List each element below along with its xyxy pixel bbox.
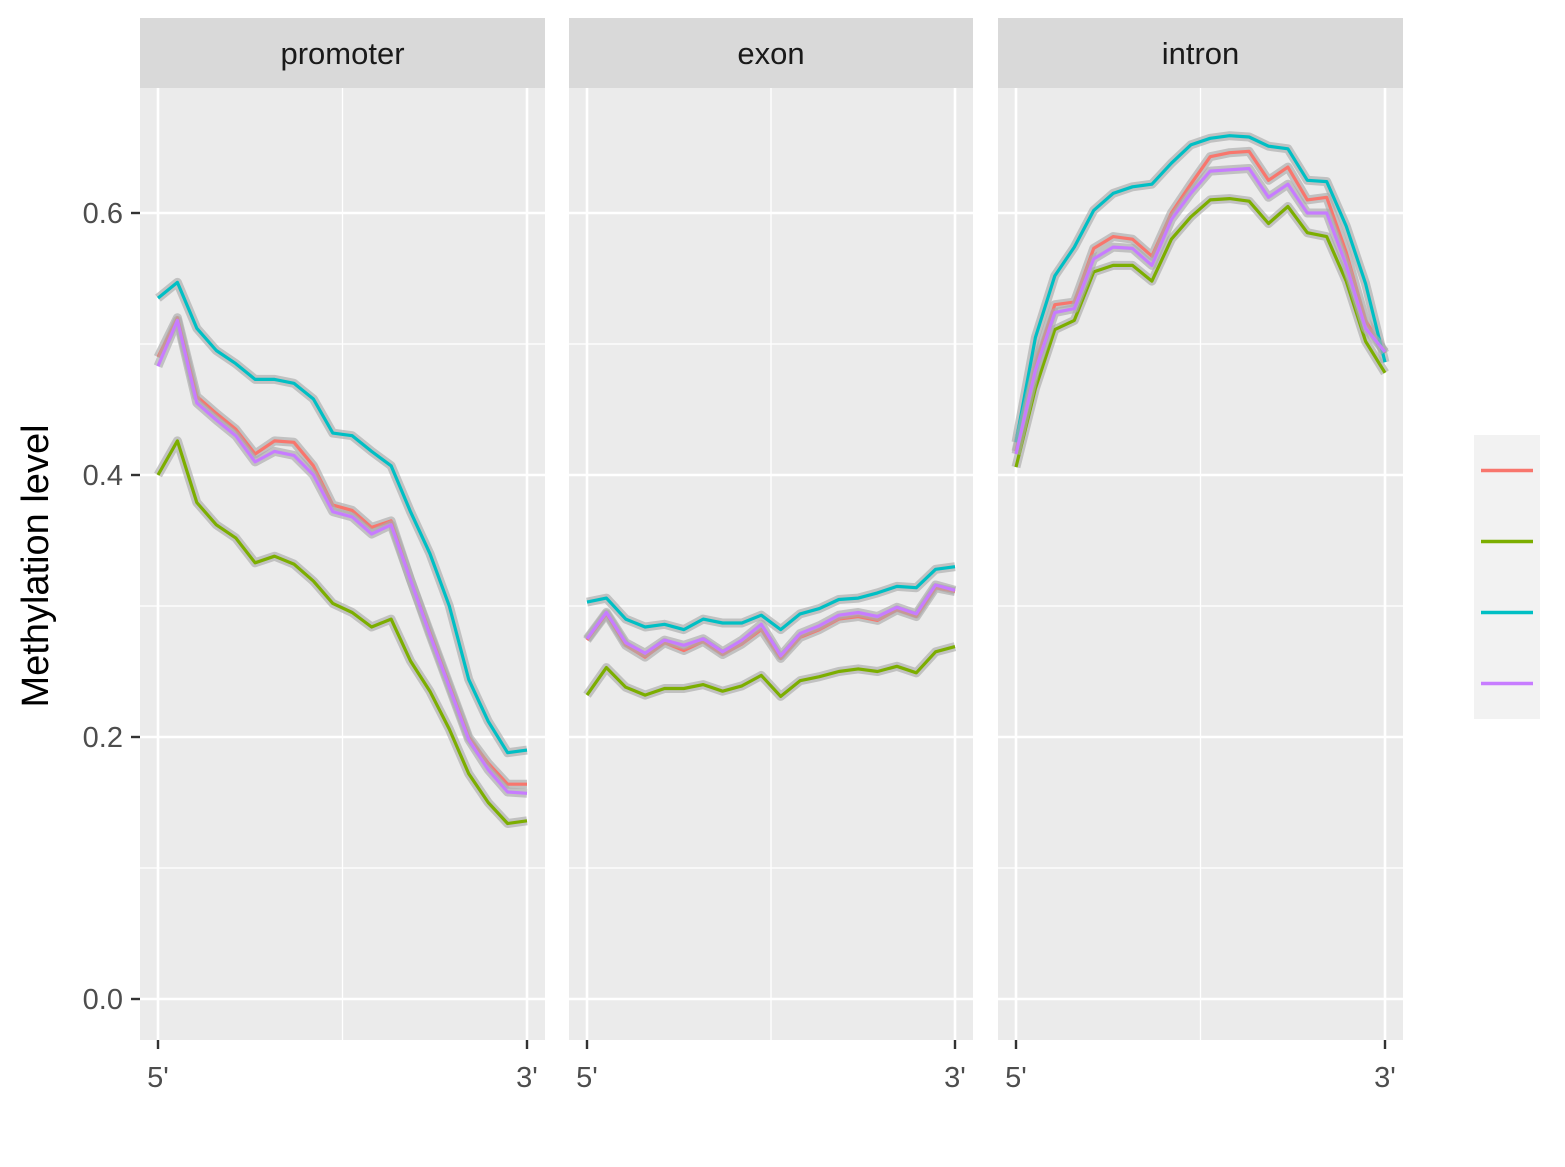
legend-key-2	[1474, 506, 1540, 577]
series-line	[585, 583, 956, 658]
series-line	[156, 280, 528, 755]
x-tick-label: 5'	[576, 1062, 598, 1094]
series-line	[1014, 197, 1387, 468]
y-tick-label: 0.4	[83, 460, 123, 492]
y-tick-label: 0.2	[83, 722, 123, 754]
x-axes: 5' 3' 5' 3' 5' 3'	[147, 1040, 1396, 1094]
x-axis-exon: 5' 3'	[576, 1040, 966, 1094]
series-line	[156, 318, 528, 795]
series-4	[1011, 164, 1389, 456]
series-2	[1011, 194, 1389, 469]
legend-key-1	[1474, 435, 1540, 506]
legend-key-3	[1474, 577, 1540, 648]
facet-strip	[998, 18, 1403, 88]
facet-strip	[569, 18, 973, 88]
series-3	[155, 277, 528, 758]
y-axis-title: Methylation level	[15, 424, 57, 707]
series-line	[586, 565, 956, 632]
series-line	[1014, 134, 1387, 443]
x-tick-label: 5'	[147, 1062, 169, 1094]
panels: promoter exon intron	[140, 18, 1403, 1040]
panel-promoter: promoter	[140, 18, 545, 1040]
y-axis: 0.0 0.2 0.4 0.6	[83, 198, 140, 1016]
gridlines	[569, 88, 973, 1040]
x-axis-intron: 5' 3'	[1005, 1040, 1396, 1094]
legend	[1474, 435, 1540, 719]
series-2	[583, 642, 957, 701]
x-tick-label: 5'	[1005, 1062, 1027, 1094]
facet-label: exon	[737, 36, 804, 71]
x-tick-label: 3'	[944, 1062, 966, 1094]
gridlines	[140, 88, 545, 1040]
facet-label: promoter	[280, 36, 404, 71]
x-axis-promoter: 5' 3'	[147, 1040, 538, 1094]
panel-intron: intron	[998, 18, 1403, 1040]
facet-strip	[140, 18, 545, 88]
facet-label: intron	[1162, 36, 1240, 71]
series-4	[153, 315, 528, 798]
y-tick-label: 0.0	[83, 984, 123, 1016]
series-line	[1014, 166, 1387, 455]
panel-exon: exon	[569, 18, 973, 1040]
series-3	[586, 562, 956, 635]
series-4	[583, 580, 957, 661]
series-2	[154, 436, 528, 828]
series-line	[156, 439, 528, 826]
series-line	[585, 645, 956, 699]
series-3	[1011, 131, 1390, 444]
x-tick-label: 3'	[516, 1062, 538, 1094]
x-tick-label: 3'	[1374, 1062, 1396, 1094]
legend-key-4	[1474, 648, 1540, 719]
y-tick-label: 0.6	[83, 198, 123, 230]
